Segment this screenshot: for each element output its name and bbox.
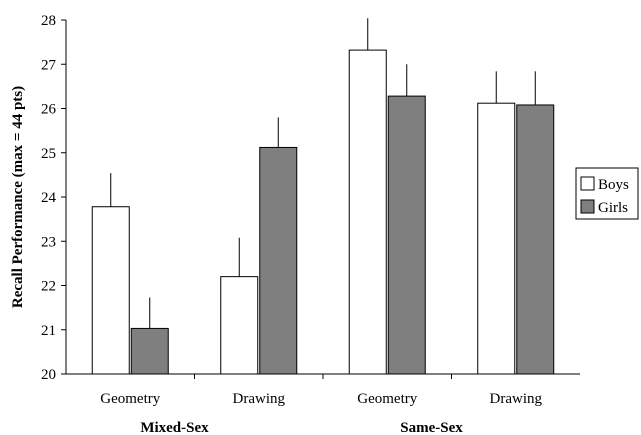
bar-boys <box>220 276 259 375</box>
y-tick-label: 20 <box>41 367 56 383</box>
bar-girls <box>516 104 555 375</box>
x-category-label: Drawing <box>490 391 543 407</box>
x-category-label: Geometry <box>357 391 417 407</box>
legend-swatch-girls <box>580 199 595 214</box>
y-tick-label: 22 <box>41 279 56 295</box>
y-tick-label: 26 <box>41 102 57 118</box>
legend-swatch-boys <box>580 176 595 191</box>
bar-boys <box>91 206 130 375</box>
bar-girls <box>259 146 298 375</box>
bars <box>91 49 555 379</box>
bar-boys <box>348 49 387 375</box>
y-axis-ticks: 20 21 22 23 24 25 26 27 28 <box>41 13 66 383</box>
y-tick-label: 23 <box>41 234 56 250</box>
y-axis-title: Recall Performance (max = 44 pts) <box>10 86 26 308</box>
bar-girls <box>130 327 169 375</box>
bar-boys <box>477 102 516 375</box>
group-labels: Mixed-Sex Same-Sex <box>140 420 463 435</box>
x-category-label: Drawing <box>233 391 286 407</box>
category-labels: Geometry Drawing Geometry Drawing <box>100 391 542 407</box>
legend-label-boys: Boys <box>598 177 629 193</box>
y-tick-label: 24 <box>41 190 57 206</box>
y-tick-label: 25 <box>41 146 56 162</box>
legend-label-girls: Girls <box>598 200 628 216</box>
y-tick-label: 27 <box>41 57 57 73</box>
bar-girls <box>387 95 426 375</box>
y-tick-label: 21 <box>41 323 56 339</box>
group-label: Same-Sex <box>400 420 463 435</box>
group-label: Mixed-Sex <box>140 420 209 435</box>
y-tick-label: 28 <box>41 13 56 29</box>
legend: Boys Girls <box>575 167 639 220</box>
x-category-label: Geometry <box>100 391 160 407</box>
error-bars <box>110 18 536 329</box>
